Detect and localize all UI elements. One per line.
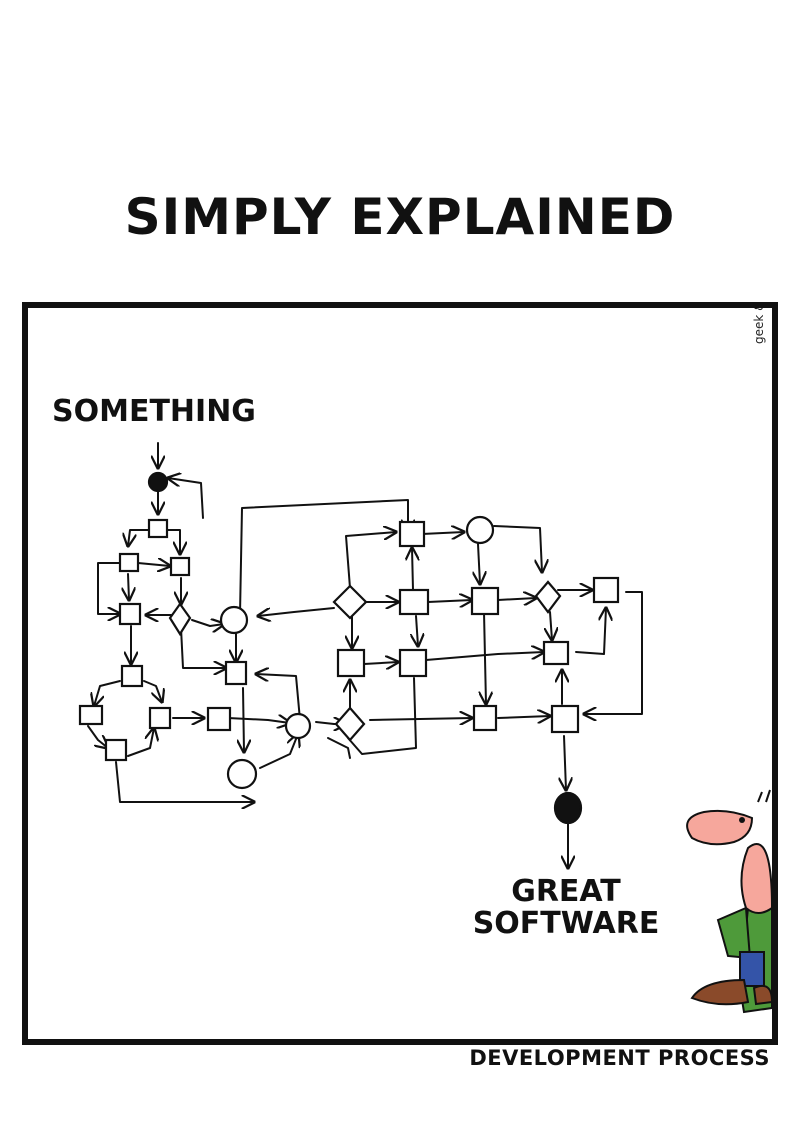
- decision-node: [168, 602, 192, 637]
- end-node: [553, 791, 583, 825]
- event-node: [219, 605, 249, 635]
- task-node: [398, 648, 428, 678]
- comic-title: SIMPLY EXPLAINED: [124, 188, 676, 246]
- end-label-line2: SOFTWARE: [472, 905, 660, 941]
- task-node: [224, 660, 248, 686]
- task-node: [118, 552, 140, 573]
- end-label: GREAT SOFTWARE: [466, 876, 666, 939]
- task-node: [542, 640, 570, 666]
- task-node: [470, 586, 500, 616]
- process-flowchart: [78, 442, 772, 1014]
- artist-credit: geek & poke: [752, 302, 766, 344]
- comic-panel: SOMETHING GREAT SOFTWARE geek & poke: [22, 302, 778, 1045]
- event-node: [284, 712, 312, 740]
- task-node: [147, 518, 169, 539]
- decision-node: [334, 706, 366, 742]
- task-node: [118, 602, 142, 626]
- task-node: [120, 664, 144, 688]
- decision-node: [332, 584, 368, 620]
- flow-nodes: [78, 471, 620, 825]
- task-node: [592, 576, 620, 604]
- task-node: [78, 704, 104, 726]
- event-node: [226, 758, 258, 790]
- start-node: [147, 471, 169, 493]
- end-label-line1: GREAT: [511, 874, 621, 909]
- event-node: [465, 515, 495, 545]
- comic-caption: DEVELOPMENT PROCESS: [469, 1046, 770, 1070]
- decision-node: [534, 580, 562, 614]
- task-node: [472, 704, 498, 732]
- task-node: [104, 738, 128, 762]
- task-node: [148, 706, 172, 730]
- task-node: [336, 648, 366, 678]
- cartoon-character: [686, 789, 772, 1014]
- task-node: [206, 706, 232, 732]
- start-label: SOMETHING: [52, 394, 256, 429]
- flow-connectors: [87, 442, 643, 868]
- task-node: [398, 520, 426, 548]
- task-node: [398, 588, 430, 616]
- task-node: [550, 704, 580, 734]
- task-node: [169, 556, 191, 577]
